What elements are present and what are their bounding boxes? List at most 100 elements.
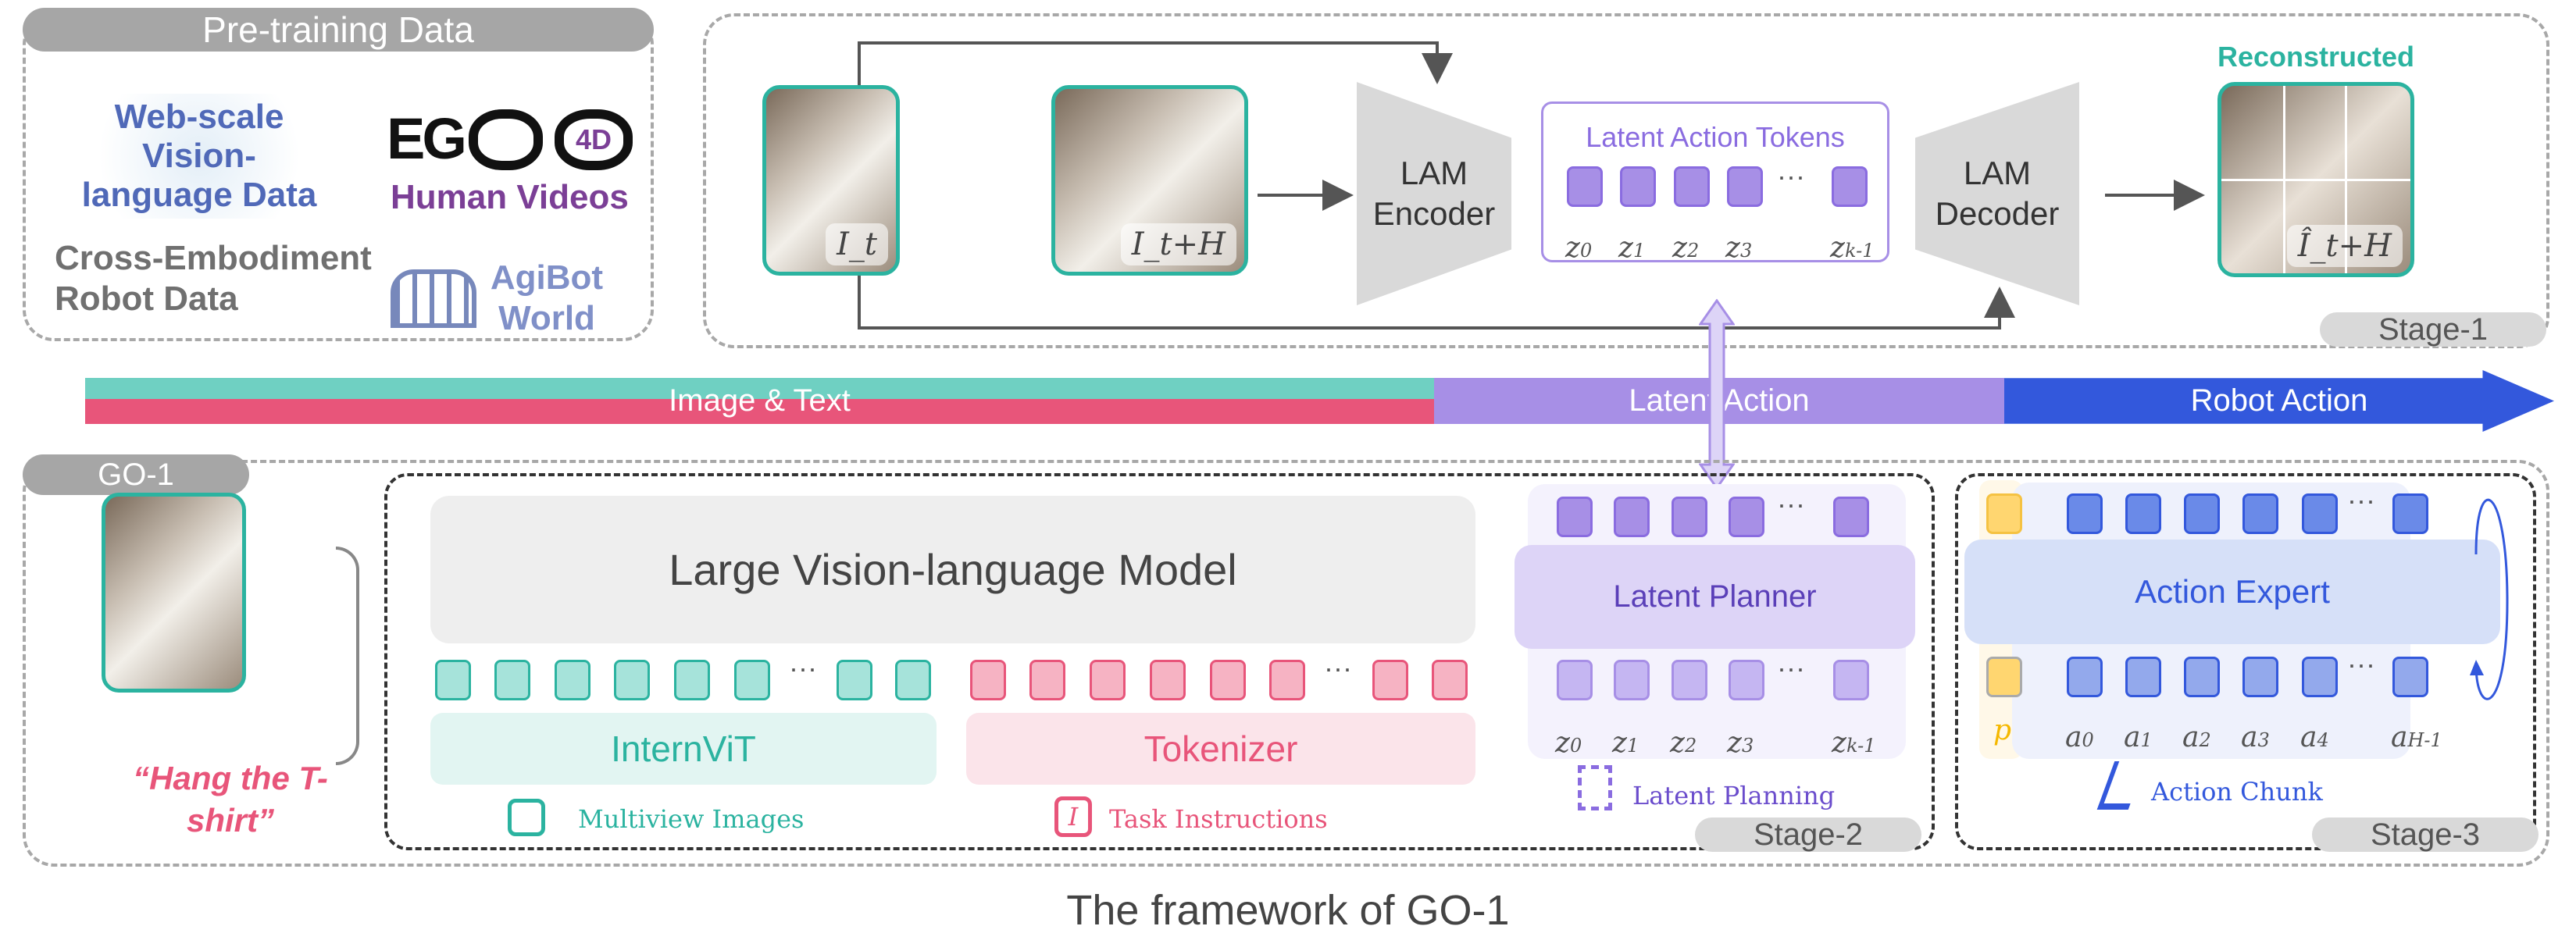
- latent-planner-output-token: [1557, 497, 1593, 537]
- image-current-frame: I_t: [762, 85, 900, 276]
- ellipsis: ···: [1777, 488, 1805, 520]
- image-future-frame: I_t+H: [1051, 85, 1248, 276]
- ellipsis: ···: [1777, 160, 1805, 192]
- pretraining-title: Pre-training Data: [23, 8, 654, 52]
- text-token: [970, 660, 1006, 700]
- latent-token-label: z1: [1618, 232, 1646, 264]
- multiview-images-label: Multiview Images: [578, 804, 805, 834]
- vision-token: [734, 660, 770, 700]
- go1-badge: GO-1: [23, 454, 249, 495]
- latent-token-label: z0: [1565, 232, 1593, 264]
- stage1-badge: Stage-1: [2320, 312, 2546, 347]
- latent-action-token: [1832, 166, 1868, 207]
- agibot-world-label: AgiBot World: [490, 258, 604, 337]
- lam-decoder-label: LAM Decoder: [1935, 155, 2060, 232]
- denoise-loop-arrow: [2470, 498, 2509, 700]
- ellipsis: ···: [2347, 484, 2375, 516]
- latent-planner-input-token: [1833, 660, 1869, 700]
- vision-token: [555, 660, 590, 700]
- latent-token-label: z3: [1725, 232, 1753, 264]
- text-token: [1029, 660, 1065, 700]
- action-input-token: [2125, 657, 2161, 697]
- action-token-label: a2: [2182, 721, 2211, 753]
- action-output-token: [2302, 493, 2338, 534]
- action-output-token: [2067, 493, 2103, 534]
- latent-token-label: z1: [1612, 727, 1639, 759]
- latent-action-token: [1567, 166, 1603, 207]
- bar-image-text-pink: [85, 399, 1434, 424]
- action-token-label: a1: [2124, 721, 2153, 753]
- internvit-box: InternViT: [430, 713, 937, 785]
- latent-planner-output-token: [1672, 497, 1707, 537]
- text-token: [1210, 660, 1246, 700]
- latent-planner-input-token: [1729, 660, 1764, 700]
- action-input-token: [2242, 657, 2278, 697]
- stage3-badge: Stage-3: [2312, 817, 2539, 852]
- colosseum-icon: [391, 269, 476, 328]
- latent-planning-label: Latent Planning: [1632, 781, 1836, 810]
- proprio-token-output: [1986, 493, 2022, 534]
- latent-action-token: [1620, 166, 1656, 207]
- stage1-panel: [703, 13, 2549, 348]
- action-output-token: [2242, 493, 2278, 534]
- action-output-token: [2392, 493, 2428, 534]
- text-token: [1432, 660, 1468, 700]
- text-token: [1150, 660, 1186, 700]
- ellipsis: ···: [2347, 648, 2375, 680]
- task-instructions-label: Task Instructions: [1109, 804, 1328, 834]
- action-expert-box: Action Expert: [1964, 540, 2500, 644]
- reconstructed-label: Reconstructed: [2217, 41, 2415, 73]
- image-robot-observation: [102, 493, 246, 693]
- vision-token: [674, 660, 710, 700]
- cross-embodiment-label: Cross-Embodiment Robot Data: [55, 239, 372, 318]
- ego4d-logo: EG 4D: [387, 105, 640, 176]
- latent-action-tokens-box: [1541, 102, 1889, 262]
- action-token-label: a3: [2241, 721, 2270, 753]
- action-input-token: [2184, 657, 2220, 697]
- latent-token-label: z3: [1727, 727, 1754, 759]
- text-cursor-icon: I: [1054, 796, 1092, 837]
- latent-planner-output-token: [1614, 497, 1650, 537]
- action-output-token: [2184, 493, 2220, 534]
- vision-token: [435, 660, 471, 700]
- bar-image-text-teal: [85, 378, 1434, 399]
- ellipsis: ···: [1777, 652, 1805, 684]
- latent-token-label: z2: [1670, 727, 1697, 759]
- lam-encoder-label: LAM Encoder: [1372, 155, 1496, 232]
- action-input-token: [2067, 657, 2103, 697]
- tokenizer-box: Tokenizer: [966, 713, 1475, 785]
- vision-token: [614, 660, 650, 700]
- action-output-token: [2125, 493, 2161, 534]
- latent-token-label: z0: [1555, 727, 1582, 759]
- text-token: [1372, 660, 1408, 700]
- image-icon: [508, 799, 545, 836]
- vision-token: [494, 660, 530, 700]
- latent-token-label: z2: [1672, 232, 1700, 264]
- web-scale-label: Web-scale Vision-language Data: [70, 94, 328, 219]
- ellipsis: ···: [789, 652, 817, 684]
- latent-planner-input-token: [1557, 660, 1593, 700]
- instruction-text: “Hang the T-shirt”: [133, 760, 328, 839]
- latent-planner-input-token: [1672, 660, 1707, 700]
- latent-planner-output-token: [1729, 497, 1764, 537]
- go1-panel: [23, 460, 2549, 867]
- latent-action-tokens-title: Latent Action Tokens: [1586, 121, 1845, 153]
- action-token-label: a4: [2300, 721, 2329, 753]
- brace: [336, 547, 359, 765]
- stage2-panel: [384, 473, 1935, 850]
- vision-token: [895, 660, 931, 700]
- stage2-badge: Stage-2: [1695, 817, 1921, 852]
- text-token: [1269, 660, 1305, 700]
- ellipsis: ···: [1324, 652, 1352, 684]
- lvlm-box: Large Vision-language Model: [430, 496, 1475, 643]
- stage3-panel: [1955, 473, 2536, 850]
- action-token-label: aH-1: [2391, 721, 2442, 753]
- bar-robot-action: Robot Action: [2004, 370, 2554, 432]
- action-chunk-label: Action Chunk: [2151, 777, 2323, 807]
- latent-planner-box: Latent Planner: [1515, 545, 1915, 649]
- focus-icon: [1578, 765, 1612, 810]
- figure-caption: The framework of GO-1: [1066, 887, 1510, 934]
- latent-token-label: zk-1: [1830, 232, 1875, 264]
- vision-token: [837, 660, 872, 700]
- bar-image-text-label: Image & Text: [669, 383, 851, 418]
